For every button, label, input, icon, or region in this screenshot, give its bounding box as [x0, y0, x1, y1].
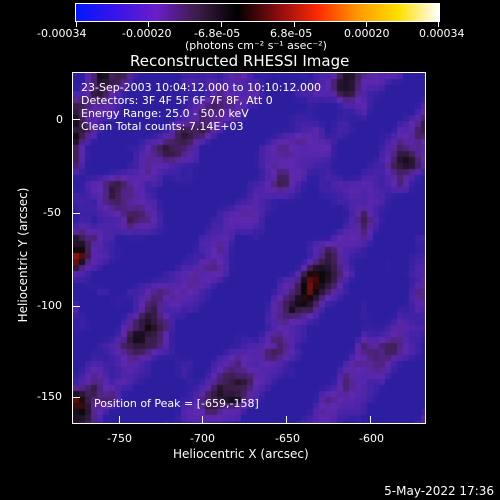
x-tick-label: -650: [275, 432, 300, 445]
time-range-text: 23-Sep-2003 10:04:12.000 to 10:10:12.000: [81, 81, 321, 94]
colorbar-tick-label: -0.00034: [37, 27, 87, 40]
plot-title: Reconstructed RHESSI Image: [130, 52, 350, 70]
colorbar-ticks: [75, 22, 440, 28]
observation-info: 23-Sep-2003 10:04:12.000 to 10:10:12.000…: [81, 81, 321, 133]
axis-ticks: [72, 72, 426, 424]
heatmap-image: [73, 73, 425, 423]
peak-position-text: Position of Peak = [-659,-158]: [94, 397, 259, 410]
colorbar: [75, 3, 440, 22]
x-tick-label: -700: [190, 432, 215, 445]
y-axis-title: Heliocentric Y (arcsec): [16, 187, 30, 323]
colorbar-tick-label: -0.00020: [122, 27, 172, 40]
detectors-text: Detectors: 3F 4F 5F 6F 7F 8F, Att 0: [81, 94, 273, 107]
y-tick-label: 0: [56, 113, 63, 126]
energy-range-text: Energy Range: 25.0 - 50.0 keV: [81, 107, 249, 120]
x-tick-label: -600: [359, 432, 384, 445]
colorbar-tick-label: 6.8e-05: [270, 27, 313, 40]
x-axis-title: Heliocentric X (arcsec): [173, 447, 309, 461]
clean-counts-text: Clean Total counts: 7.14E+03: [81, 120, 244, 133]
image-plot-area: 23-Sep-2003 10:04:12.000 to 10:10:12.000…: [72, 72, 426, 424]
colorbar-tick-label: -6.8e-05: [194, 27, 241, 40]
colorbar-unit-label: (photons cm⁻² s⁻¹ asec⁻²): [185, 39, 327, 52]
y-tick-label: -100: [37, 299, 62, 312]
y-tick-label: -150: [37, 390, 62, 403]
y-tick-label: -50: [43, 206, 61, 219]
x-tick-label: -750: [107, 432, 132, 445]
colorbar-tick-label: 0.00034: [419, 27, 465, 40]
footer-date: 5-May-2022 17:36: [384, 484, 494, 498]
colorbar-tick-label: 0.00020: [344, 27, 390, 40]
